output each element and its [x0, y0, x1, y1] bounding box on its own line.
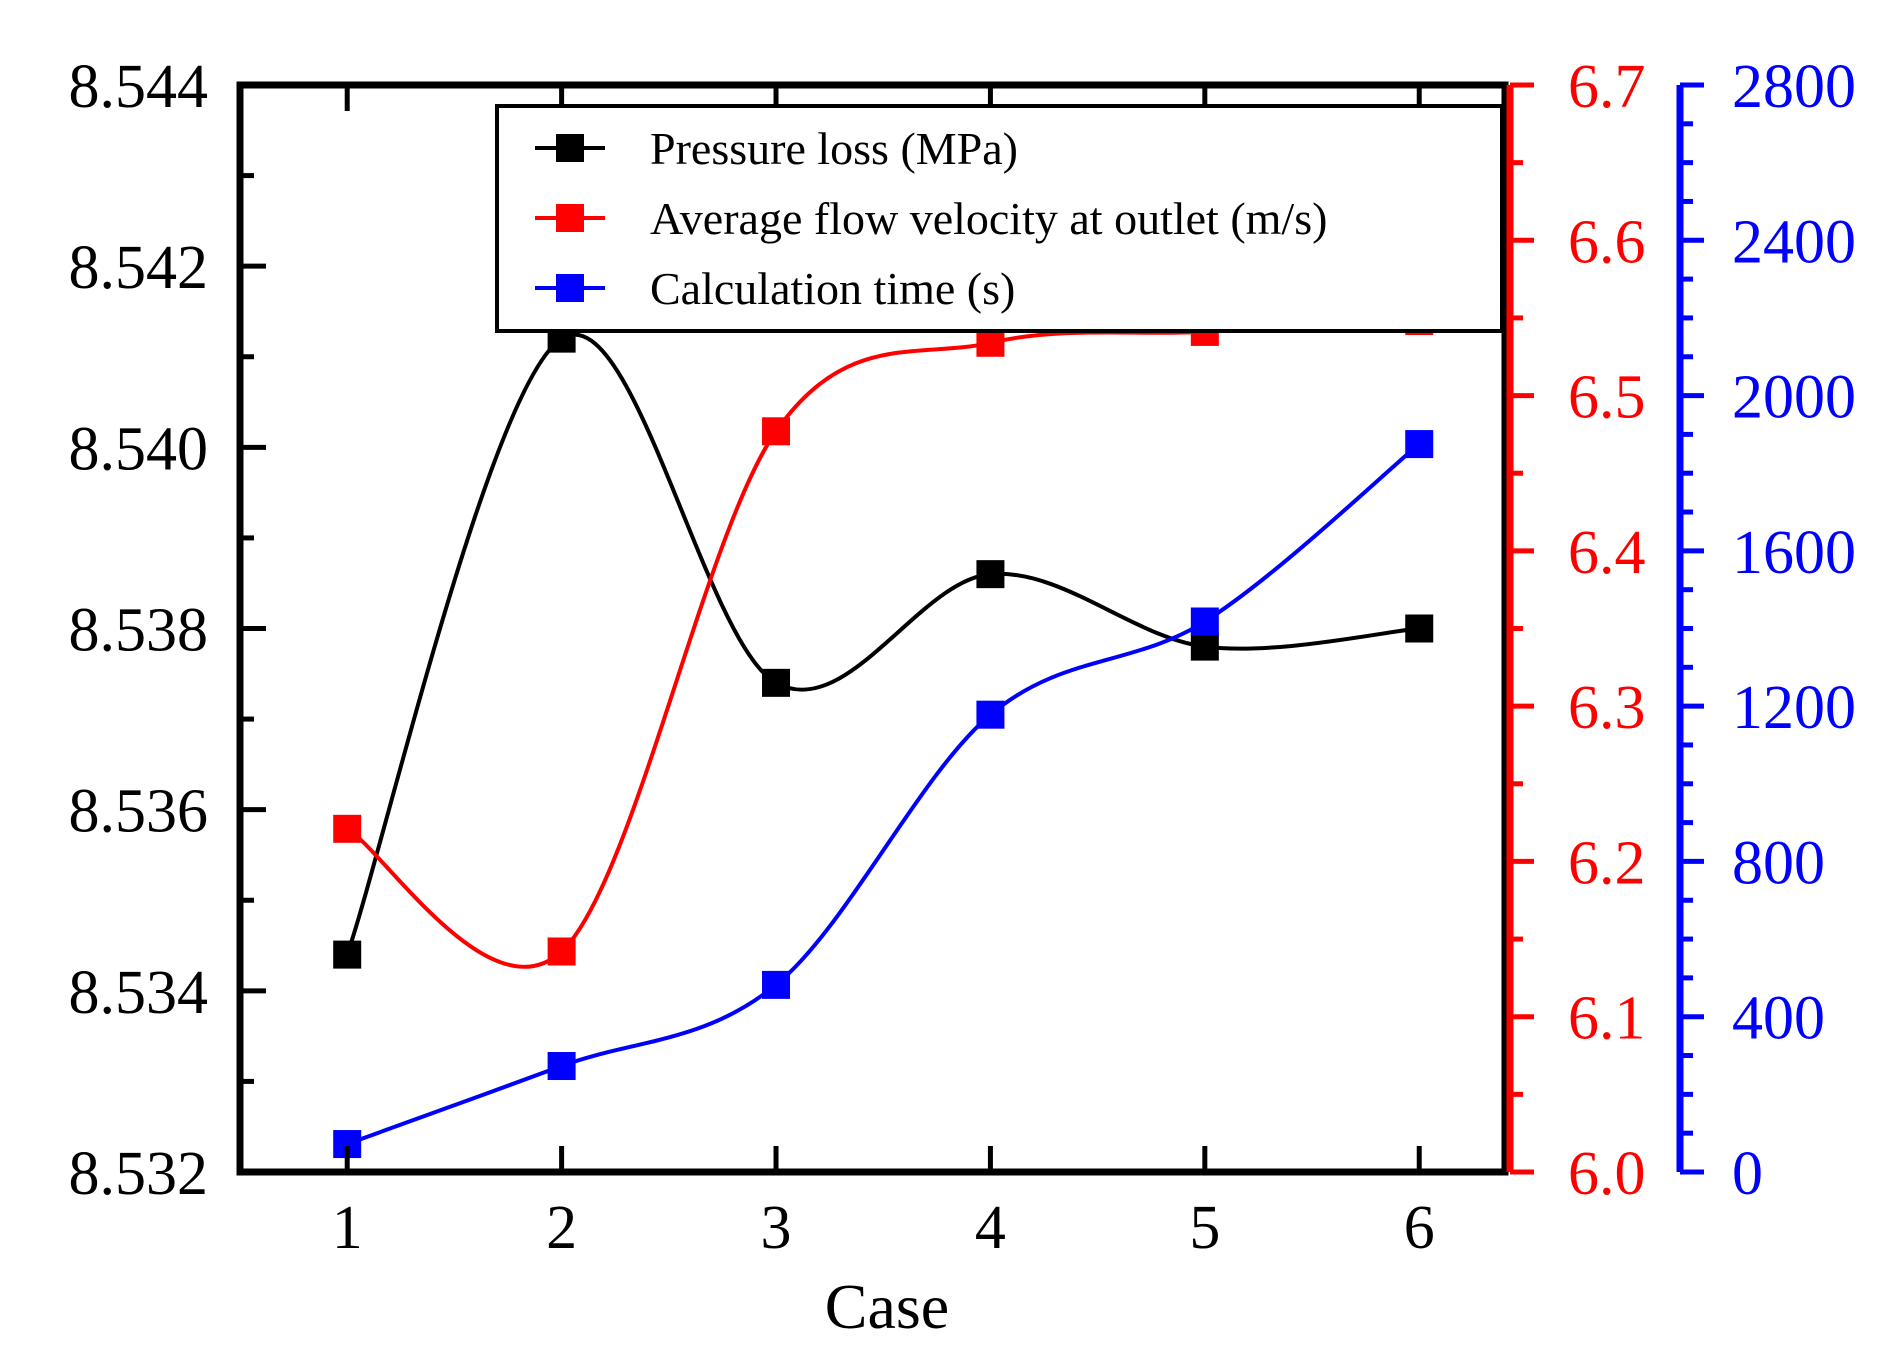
series-line-0: [345, 332, 1420, 956]
red-tick-label: 6.0: [1568, 1140, 1646, 1208]
series-point-1: [976, 328, 1005, 357]
red-tick-label: 6.3: [1568, 674, 1646, 742]
series-point-0: [1405, 614, 1434, 643]
x-axis-label: Case: [825, 1271, 949, 1342]
series-point-2: [547, 1052, 576, 1081]
series-point-1: [333, 814, 362, 843]
series-point-0: [1190, 632, 1219, 661]
left-tick-label: 8.534: [69, 959, 209, 1027]
blue-tick-label: 1200: [1732, 674, 1856, 742]
series-point-1: [547, 937, 576, 966]
legend-box: [495, 104, 1504, 333]
left-tick-label: 8.540: [69, 415, 209, 483]
legend-label-velocity: Average flow velocity at outlet (m/s): [650, 193, 1327, 244]
legend-swatch-marker-velocity: [556, 204, 584, 232]
blue-tick-label: 400: [1732, 985, 1825, 1053]
left-tick-label: 8.542: [69, 234, 209, 302]
blue-tick-label: 800: [1732, 829, 1825, 897]
blue-tick-label: 0: [1732, 1140, 1763, 1208]
legend-swatch-marker-pressure: [556, 134, 584, 162]
series-point-2: [762, 970, 791, 999]
legend-swatch-marker-time: [556, 274, 584, 302]
x-tick-label: 1: [332, 1194, 363, 1262]
series-point-0: [976, 560, 1005, 589]
series-point-0: [762, 668, 791, 697]
x-tick-label: 2: [546, 1194, 577, 1262]
x-tick-label: 6: [1404, 1194, 1435, 1262]
left-tick-label: 8.536: [69, 778, 209, 846]
plot-series: [333, 307, 1434, 1159]
legend: Pressure loss (MPa) Average flow velocit…: [495, 104, 1504, 333]
red-tick-label: 6.7: [1568, 53, 1646, 121]
legend-label-time: Calculation time (s): [650, 263, 1015, 314]
left-tick-label: 8.538: [69, 597, 209, 665]
blue-tick-label: 2400: [1732, 208, 1856, 276]
axes-ticks: 1 2 3 4 5 6 8.532 8.534 8.536 8.538 8.540 8.542 8.54…: [69, 53, 1857, 1262]
blue-tick-label: 2800: [1732, 53, 1856, 121]
blue-tick-label: 1600: [1732, 519, 1856, 587]
x-tick-label: 5: [1189, 1194, 1220, 1262]
series-line-2: [346, 442, 1421, 1146]
x-tick-label: 3: [761, 1194, 792, 1262]
left-tick-label: 8.532: [69, 1140, 209, 1208]
series-point-0: [333, 940, 362, 969]
left-tick-label: 8.544: [69, 53, 209, 121]
red-tick-label: 6.5: [1568, 364, 1646, 432]
legend-label-pressure: Pressure loss (MPa): [650, 123, 1018, 174]
red-tick-label: 6.2: [1568, 829, 1646, 897]
series-point-2: [976, 700, 1005, 729]
series-point-2: [1405, 430, 1434, 459]
series-point-2: [1190, 607, 1219, 636]
blue-tick-label: 2000: [1732, 364, 1856, 432]
red-tick-label: 6.1: [1568, 985, 1646, 1053]
red-tick-label: 6.4: [1568, 519, 1646, 587]
series-point-1: [762, 417, 791, 446]
x-tick-label: 4: [975, 1194, 1006, 1262]
red-tick-label: 6.6: [1568, 208, 1646, 276]
